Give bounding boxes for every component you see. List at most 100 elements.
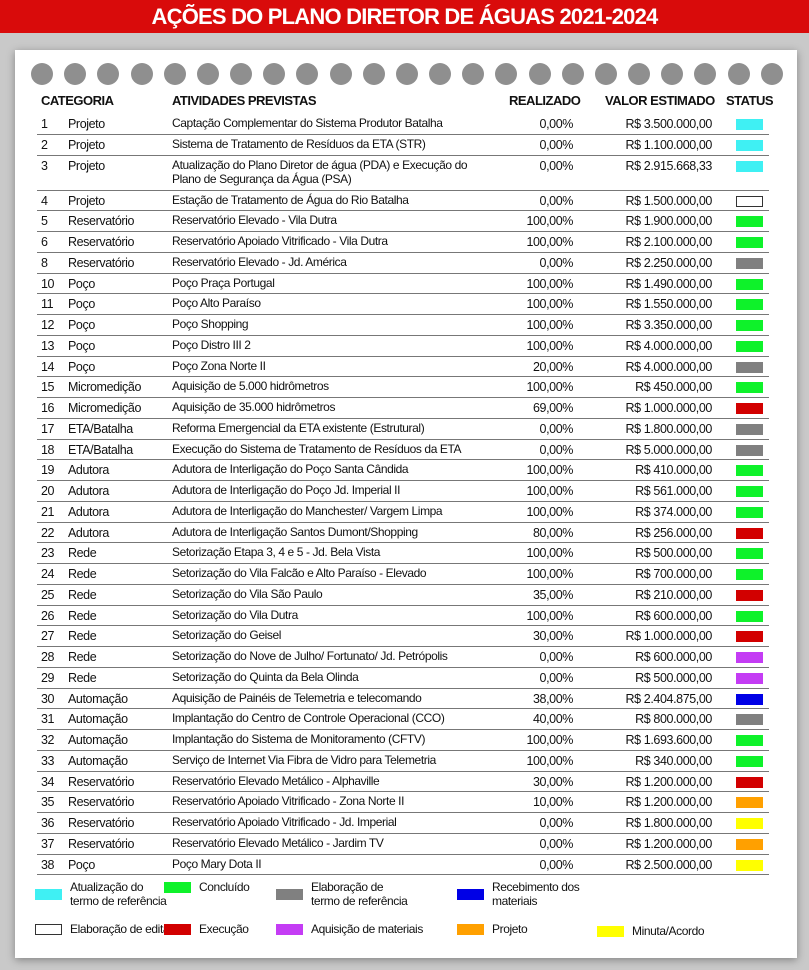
row-realizado: 0,00% bbox=[539, 158, 574, 173]
row-realizado: 0,00% bbox=[539, 117, 574, 131]
row-activity: Serviço de Internet Via Fibra de Vidro p… bbox=[172, 752, 436, 767]
row-realizado: 0,00% bbox=[539, 816, 574, 830]
row-category: Poço bbox=[68, 297, 95, 312]
header-atividades: ATIVIDADES PREVISTAS bbox=[172, 93, 317, 108]
legend-swatch bbox=[35, 923, 62, 935]
row-valor: R$ 800.000,00 bbox=[635, 712, 712, 727]
row-valor: R$ 374.000,00 bbox=[635, 504, 712, 519]
table-row: 34 Reservatório Reservatório Elevado Metál… bbox=[37, 772, 769, 793]
row-category: Projeto bbox=[68, 117, 105, 131]
row-valor: R$ 1.200.000,00 bbox=[625, 795, 713, 810]
legend-swatch bbox=[164, 881, 191, 893]
row-category: Automação bbox=[68, 691, 128, 706]
row-valor: R$ 500.000,00 bbox=[635, 546, 712, 561]
row-activity: Setorização do Geisel bbox=[172, 628, 281, 643]
row-realizado: 100,00% bbox=[526, 484, 573, 498]
row-category: Reservatório bbox=[68, 795, 135, 810]
binder-hole bbox=[528, 63, 551, 85]
table-row: 36 Reservatório Reservatório Apoiado Vitri… bbox=[37, 813, 769, 834]
header-status: STATUS bbox=[726, 93, 774, 108]
table-row: 28 Rede Setorização do Nove de Julho/ Fort… bbox=[37, 647, 769, 668]
row-category: Rede bbox=[68, 670, 97, 685]
legend-item: Execução bbox=[164, 922, 249, 936]
row-category: Poço bbox=[68, 276, 95, 291]
binder-hole bbox=[495, 63, 518, 85]
row-number: 27 bbox=[41, 629, 55, 644]
legend-swatch bbox=[457, 923, 484, 935]
table-row: 3 Projeto Atualização do Plano Diretor de … bbox=[37, 156, 769, 191]
row-category: Adutora bbox=[68, 525, 109, 540]
row-number: 34 bbox=[41, 774, 55, 789]
row-category: Micromedição bbox=[68, 380, 142, 395]
row-realizado: 35,00% bbox=[533, 587, 573, 602]
status-swatch bbox=[736, 382, 763, 394]
table-row: 37 Reservatório Reservatório Elevado Metál… bbox=[37, 834, 769, 855]
table-row: 31 Automação Implantação do Centro de Cont… bbox=[37, 709, 769, 730]
row-category: Rede bbox=[68, 587, 97, 602]
row-realizado: 100,00% bbox=[526, 463, 573, 478]
row-number: 33 bbox=[41, 753, 55, 768]
row-number: 37 bbox=[41, 836, 55, 851]
row-activity: Poço Alto Paraíso bbox=[172, 296, 261, 311]
row-realizado: 30,00% bbox=[533, 629, 573, 644]
binder-hole bbox=[296, 63, 319, 85]
row-number: 29 bbox=[41, 670, 55, 685]
row-valor: R$ 2.100.000,00 bbox=[625, 235, 713, 249]
row-activity: Implantação do Sistema de Monitoramento … bbox=[172, 732, 426, 746]
binder-hole bbox=[628, 63, 651, 85]
binder-hole bbox=[429, 63, 452, 85]
row-category: Adutora bbox=[68, 463, 109, 478]
table-row: 8 Reservatório Reservatório Elevado - Jd. … bbox=[37, 253, 769, 274]
row-valor: R$ 1.900.000,00 bbox=[625, 214, 713, 229]
legend-item: Concluído bbox=[164, 880, 250, 894]
row-valor: R$ 2.500.000,00 bbox=[625, 857, 713, 872]
status-swatch bbox=[736, 755, 763, 767]
row-category: Adutora bbox=[68, 504, 109, 519]
table-row: 2 Projeto Sistema de Tratamento de Resíduo… bbox=[37, 135, 769, 156]
row-valor: R$ 1.000.000,00 bbox=[625, 401, 713, 415]
row-category: Poço bbox=[68, 359, 95, 374]
row-activity: Setorização do Nove de Julho/ Fortunato/… bbox=[172, 649, 448, 663]
table-row: 10 Poço Poço Praça Portugal 100,00% R$ 1.490… bbox=[37, 274, 769, 295]
row-number: 21 bbox=[41, 504, 55, 519]
row-activity: Implantação do Centro de Controle Operac… bbox=[172, 711, 445, 726]
row-valor: R$ 3.350.000,00 bbox=[625, 318, 713, 332]
row-number: 1 bbox=[41, 117, 48, 131]
row-realizado: 30,00% bbox=[533, 774, 573, 789]
row-realizado: 100,00% bbox=[526, 214, 573, 229]
status-swatch bbox=[736, 527, 763, 539]
table-row: 20 Adutora Adutora de Interligação do Poço… bbox=[37, 481, 769, 502]
binder-hole bbox=[230, 63, 253, 85]
binder-hole bbox=[694, 63, 717, 85]
row-valor: R$ 1.693.600,00 bbox=[625, 733, 713, 747]
legend-item: Elaboração de termo de referência bbox=[276, 880, 408, 908]
row-realizado: 0,00% bbox=[539, 670, 574, 685]
status-swatch bbox=[736, 160, 763, 172]
row-realizado: 10,00% bbox=[533, 795, 573, 810]
row-number: 14 bbox=[41, 359, 55, 374]
row-valor: R$ 561.000,00 bbox=[635, 484, 712, 498]
row-activity: Poço Mary Dota II bbox=[172, 856, 262, 871]
row-realizado: 100,00% bbox=[526, 276, 573, 291]
row-valor: R$ 1.200.000,00 bbox=[625, 836, 713, 851]
status-swatch bbox=[736, 320, 763, 331]
table-row: 13 Poço Poço Distro III 2 100,00% R$ 4.000.0… bbox=[37, 336, 769, 357]
legend-item: Aquisição de materiais bbox=[276, 922, 423, 936]
table-row: 14 Poço Poço Zona Norte II 20,00% R$ 4.000.0… bbox=[37, 357, 769, 378]
table-row: 29 Rede Setorização do Quinta da Bela Olin… bbox=[37, 668, 769, 689]
table-row: 15 Micromedição Aquisição de 5.000 hidrôme… bbox=[37, 377, 769, 398]
binder-hole bbox=[196, 63, 219, 85]
table-row: 6 Reservatório Reservatório Apoiado Vitrif… bbox=[37, 232, 769, 253]
row-category: Reservatório bbox=[68, 774, 135, 789]
legend-swatch bbox=[276, 888, 303, 900]
row-number: 18 bbox=[41, 442, 55, 457]
row-category: Projeto bbox=[68, 193, 105, 208]
header-valor: VALOR ESTIMADO bbox=[605, 93, 715, 108]
row-activity: Aquisição de Painéis de Telemetria e tel… bbox=[172, 690, 422, 705]
row-valor: R$ 340.000,00 bbox=[635, 753, 712, 768]
status-swatch bbox=[736, 652, 763, 663]
table-row: 5 Reservatório Reservatório Elevado - Vila… bbox=[37, 211, 769, 232]
status-swatch bbox=[736, 486, 763, 497]
status-swatch bbox=[736, 797, 763, 809]
row-category: Micromedição bbox=[68, 401, 142, 415]
